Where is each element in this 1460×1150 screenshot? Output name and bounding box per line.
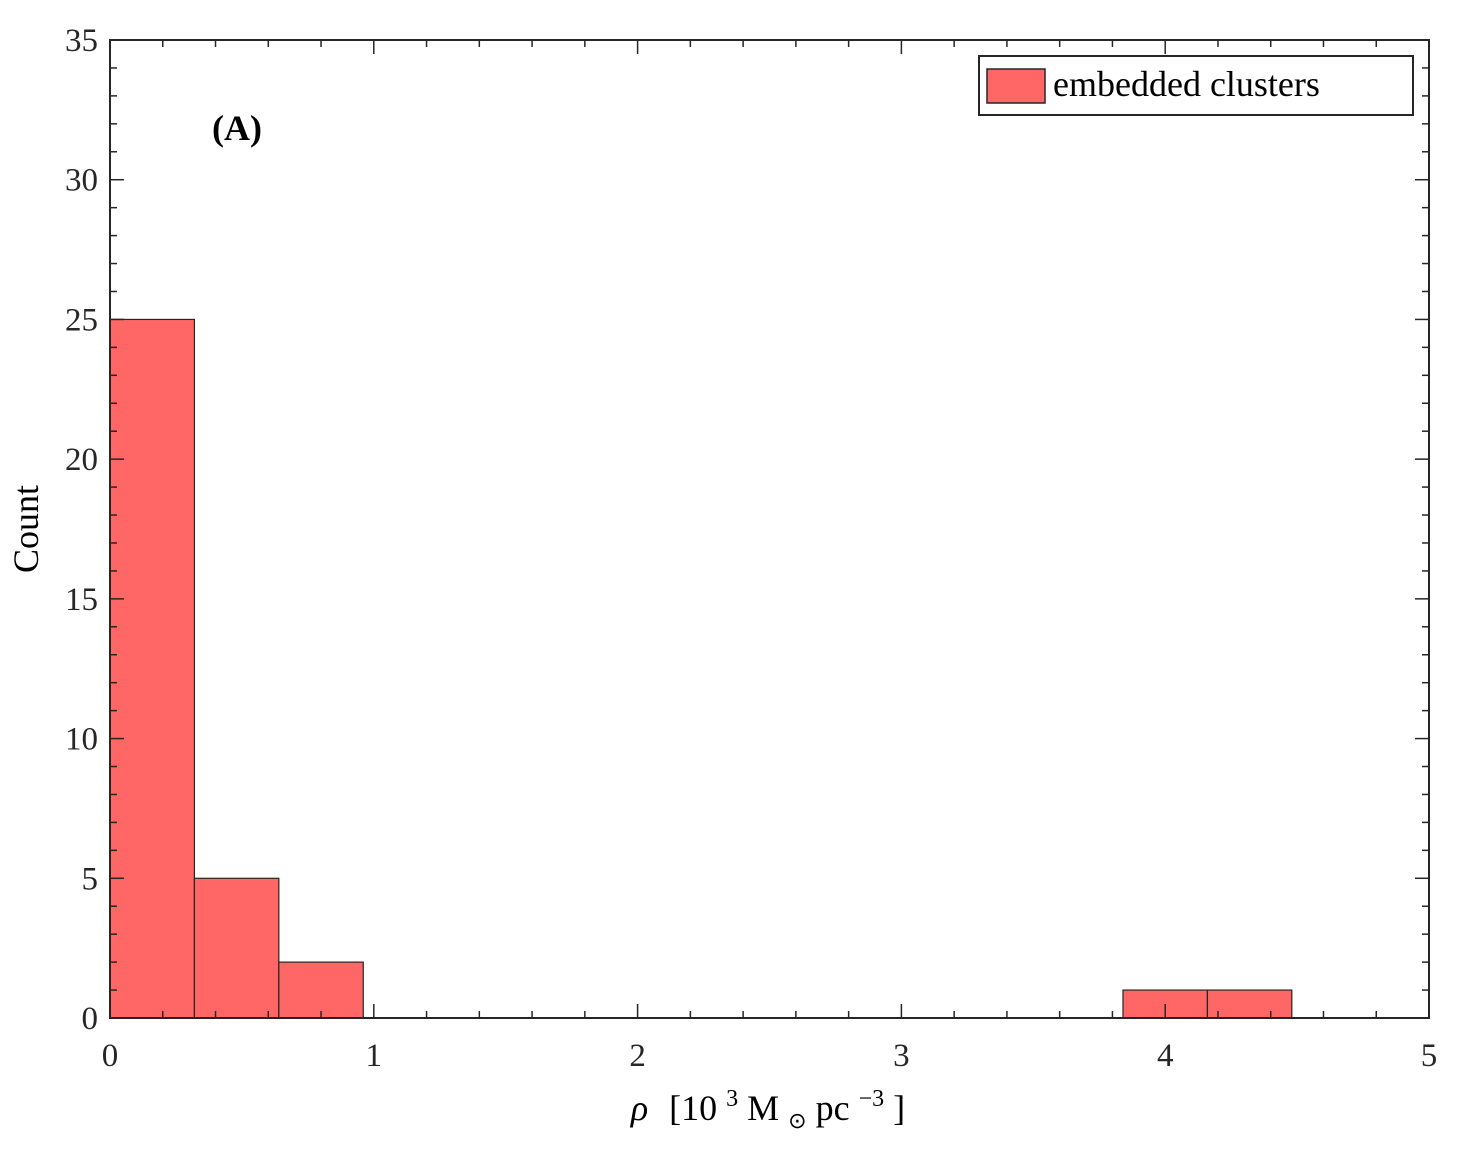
x-axis-unit: pc (816, 1088, 850, 1128)
x-tick-label: 5 (1421, 1038, 1438, 1074)
plot-background (110, 40, 1429, 1018)
bars-group (109, 318, 1293, 1019)
x-axis-open: [10 (669, 1088, 717, 1128)
y-tick-label: 30 (65, 163, 98, 199)
x-axis-exp2: −3 (859, 1086, 885, 1112)
x-axis-sun: ⊙ (788, 1108, 806, 1133)
x-tick-label: 3 (893, 1038, 910, 1074)
panel-label: (A) (212, 108, 262, 148)
y-tick-label: 15 (65, 582, 98, 618)
x-axis-close: ] (893, 1088, 905, 1128)
y-tick-label: 35 (65, 23, 98, 59)
histogram-bar (193, 877, 280, 1019)
y-tick-label: 25 (65, 302, 98, 338)
x-tick-label: 2 (629, 1038, 646, 1074)
x-axis-title: ρ [10 3 M ⊙ pc −3 ] (630, 1074, 905, 1136)
y-tick-labels: 0 5 10 15 20 25 30 35 (65, 23, 98, 1037)
legend-box (978, 55, 1414, 116)
legend-label: embedded clusters (1053, 64, 1320, 104)
y-tick-label: 20 (65, 442, 98, 478)
x-tick-label: 1 (366, 1038, 383, 1074)
histogram-bar (278, 961, 364, 1019)
y-tick-label: 5 (82, 861, 99, 897)
legend: embedded clusters (978, 55, 1414, 116)
x-axis-symbol: ρ (630, 1088, 648, 1128)
histogram-bar (1206, 989, 1293, 1019)
x-tick-label: 4 (1157, 1038, 1174, 1074)
x-axis-mass: M (747, 1088, 779, 1128)
y-axis-title: Count (6, 485, 46, 573)
x-tick-labels: 0 1 2 3 4 5 (102, 1038, 1438, 1074)
x-axis-exp1: 3 (726, 1086, 738, 1112)
plot-frame (109, 39, 1430, 1019)
y-tick-label: 0 (82, 1001, 99, 1037)
x-tick-label: 0 (102, 1038, 119, 1074)
y-tick-label: 10 (65, 722, 98, 758)
legend-swatch (986, 68, 1046, 104)
histogram-bar (109, 318, 196, 1019)
